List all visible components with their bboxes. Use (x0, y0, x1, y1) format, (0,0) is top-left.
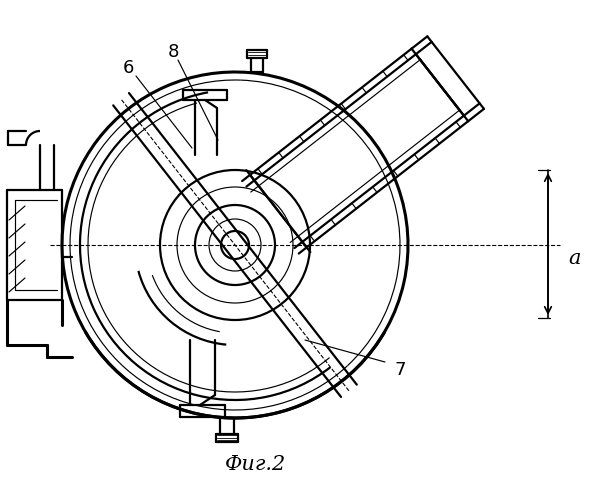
Text: 7: 7 (394, 361, 406, 379)
Text: 6: 6 (122, 59, 134, 77)
Text: Фиг.2: Фиг.2 (224, 456, 286, 474)
Text: a: a (568, 248, 581, 268)
Text: 8: 8 (168, 43, 178, 61)
